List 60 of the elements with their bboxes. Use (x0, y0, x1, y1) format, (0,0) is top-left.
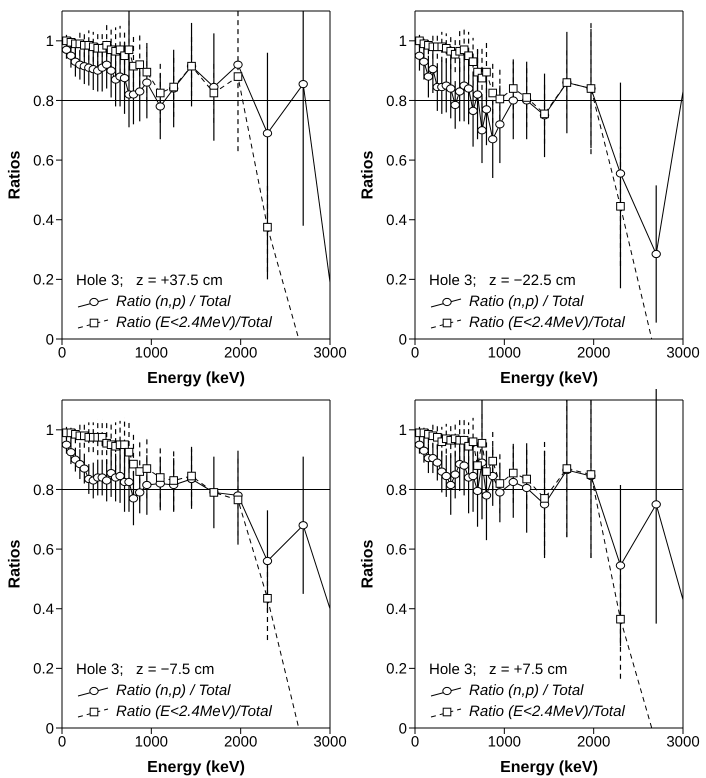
x-tick-label: 3000 (313, 734, 347, 751)
y-tick-label: 0.4 (386, 601, 407, 618)
x-tick-label: 0 (58, 734, 66, 751)
x-tick-label: 2000 (576, 344, 610, 362)
x-tick-label: 0 (410, 734, 420, 751)
legend-label: Ratio (n,p) / Total (469, 292, 584, 312)
y-axis-title: Ratios (360, 539, 377, 588)
y-tick-label: 1 (46, 422, 54, 440)
y-tick-label: 0.2 (386, 272, 407, 289)
y-tick-label: 1 (398, 33, 407, 50)
legend-title: Hole 3; z = −7.5 cm (76, 660, 216, 680)
y-tick-label: 1 (46, 33, 54, 50)
y-tick-label: 0.6 (386, 541, 407, 558)
x-tick-label: 2000 (224, 734, 258, 751)
x-tick-label: 3000 (666, 344, 700, 362)
y-tick-label: 0 (46, 331, 54, 348)
legend-title: Hole 3; z = +7.5 cm (429, 660, 568, 680)
legend-label: Ratio (E<2.4MeV)/Total (116, 702, 272, 722)
y-tick-label: 0.4 (33, 212, 54, 230)
x-axis-title: Energy (keV) (500, 370, 598, 387)
y-axis-title: Ratios (360, 150, 377, 200)
y-tick-label: 0.8 (386, 92, 407, 110)
y-tick-label: 0.6 (386, 152, 407, 170)
x-tick-label: 1000 (134, 734, 168, 751)
y-tick-label: 0.6 (33, 541, 54, 558)
y-tick-label: 1 (398, 422, 407, 440)
legend-label: Ratio (n,p) / Total (469, 681, 584, 701)
x-tick-label: 1000 (134, 344, 168, 362)
legend-title: Hole 3; z = −22.5 cm (429, 271, 577, 291)
legend-label: Ratio (E<2.4MeV)/Total (469, 702, 625, 722)
y-tick-label: 0.2 (33, 272, 54, 289)
x-tick-label: 3000 (666, 734, 700, 751)
x-tick-label: 2000 (576, 734, 610, 751)
x-axis-title: Energy (keV) (500, 759, 598, 776)
x-axis-title: Energy (keV) (147, 759, 245, 776)
y-tick-label: 0 (46, 720, 54, 738)
y-tick-label: 0.8 (33, 482, 54, 499)
x-tick-label: 1000 (488, 344, 522, 362)
legend-label: Ratio (E<2.4MeV)/Total (469, 313, 625, 333)
y-axis-title: Ratios (6, 150, 24, 200)
y-tick-label: 0 (398, 331, 407, 348)
y-tick-label: 0.8 (33, 92, 54, 110)
x-tick-label: 1000 (488, 734, 522, 751)
y-tick-label: 0.4 (386, 212, 407, 230)
y-tick-label: 0.2 (386, 660, 407, 678)
y-tick-label: 0.4 (33, 601, 54, 618)
x-tick-label: 0 (58, 344, 66, 362)
legend-label: Ratio (n,p) / Total (116, 292, 230, 312)
x-tick-label: 3000 (313, 344, 347, 362)
x-axis-title: Energy (keV) (147, 370, 245, 387)
legend-label: Ratio (E<2.4MeV)/Total (116, 313, 272, 333)
y-tick-label: 0.6 (33, 152, 54, 170)
y-tick-label: 0.8 (386, 482, 407, 499)
y-axis-title: Ratios (6, 539, 24, 588)
legend-title: Hole 3; z = +37.5 cm (76, 271, 224, 291)
y-tick-label: 0 (398, 720, 407, 738)
x-tick-label: 2000 (224, 344, 258, 362)
y-tick-label: 0.2 (33, 660, 54, 678)
x-tick-label: 0 (410, 344, 420, 362)
legend-label: Ratio (n,p) / Total (116, 681, 230, 701)
